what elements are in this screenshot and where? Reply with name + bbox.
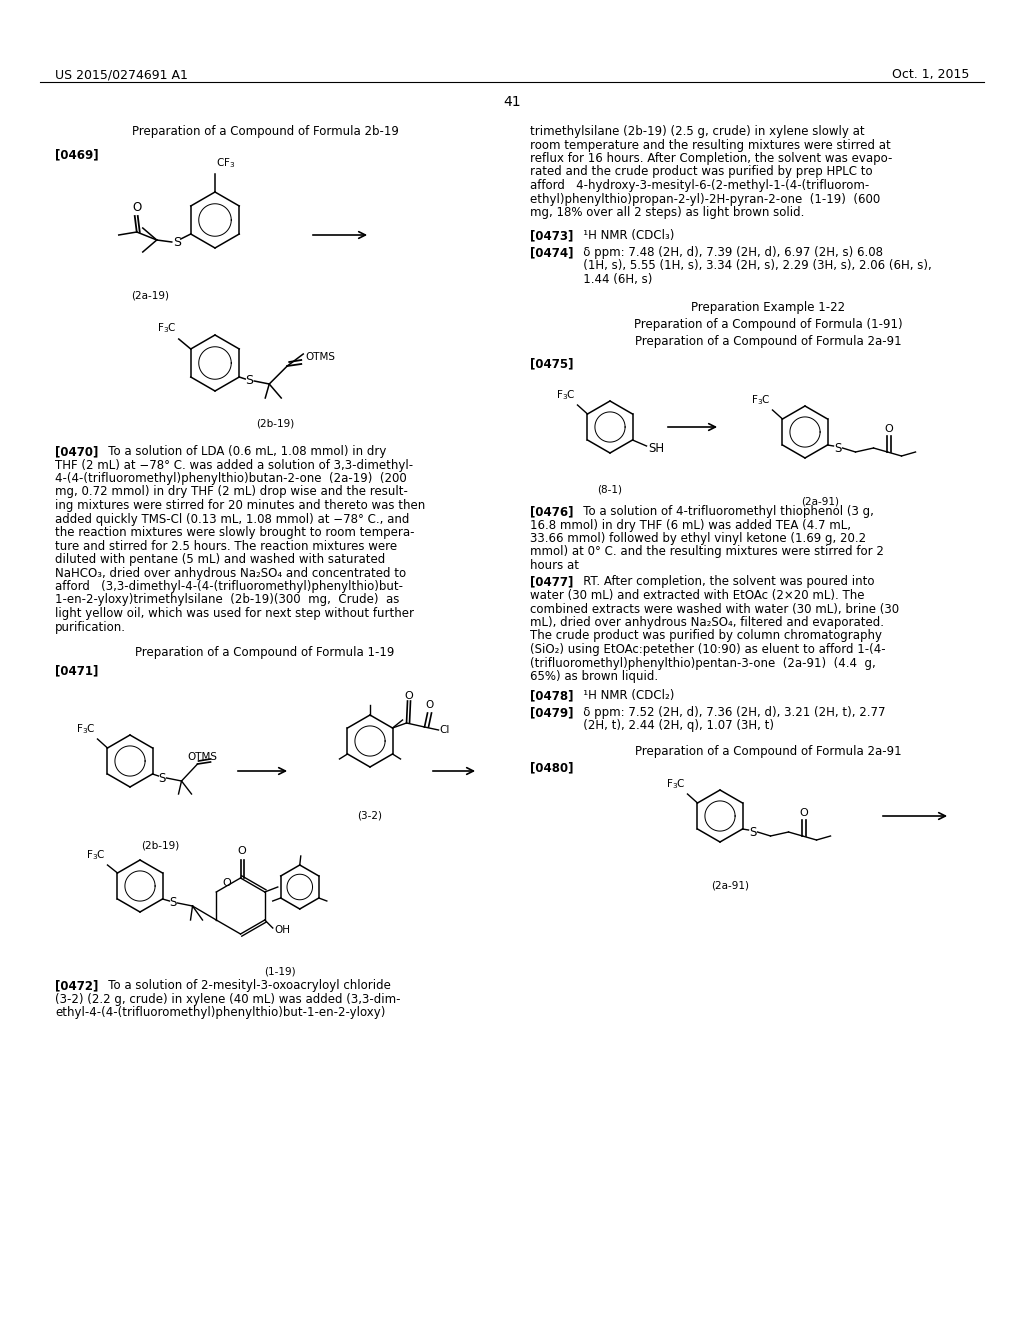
Text: afford   4-hydroxy-3-mesityl-6-(2-methyl-1-(4-(trifluorom-: afford 4-hydroxy-3-mesityl-6-(2-methyl-1… [530, 180, 869, 191]
Text: OTMS: OTMS [187, 752, 217, 762]
Text: CF$_3$: CF$_3$ [216, 156, 236, 170]
Text: The crude product was purified by column chromatography: The crude product was purified by column… [530, 630, 882, 643]
Text: [0469]: [0469] [55, 148, 98, 161]
Text: Preparation of a Compound of Formula 1-19: Preparation of a Compound of Formula 1-1… [135, 645, 394, 659]
Text: F$_3$C: F$_3$C [76, 722, 95, 737]
Text: SH: SH [648, 441, 665, 454]
Text: 1.44 (6H, s): 1.44 (6H, s) [572, 273, 652, 286]
Text: S: S [834, 441, 841, 454]
Text: trimethylsilane (2b-19) (2.5 g, crude) in xylene slowly at: trimethylsilane (2b-19) (2.5 g, crude) i… [530, 125, 864, 139]
Text: [0478]: [0478] [530, 689, 573, 702]
Text: 65%) as brown liquid.: 65%) as brown liquid. [530, 671, 658, 682]
Text: (1-19): (1-19) [264, 966, 296, 975]
Text: Preparation of a Compound of Formula (1-91): Preparation of a Compound of Formula (1-… [634, 318, 902, 331]
Text: 41: 41 [503, 95, 521, 110]
Text: purification.: purification. [55, 620, 126, 634]
Text: [0475]: [0475] [530, 356, 573, 370]
Text: NaHCO₃, dried over anhydrous Na₂SO₄ and concentrated to: NaHCO₃, dried over anhydrous Na₂SO₄ and … [55, 566, 407, 579]
Text: O: O [404, 690, 413, 701]
Text: δ ppm: 7.52 (2H, d), 7.36 (2H, d), 3.21 (2H, t), 2.77: δ ppm: 7.52 (2H, d), 7.36 (2H, d), 3.21 … [572, 706, 886, 719]
Text: Preparation Example 1-22: Preparation Example 1-22 [691, 301, 845, 314]
Text: added quickly TMS-Cl (0.13 mL, 1.08 mmol) at −78° C., and: added quickly TMS-Cl (0.13 mL, 1.08 mmol… [55, 512, 410, 525]
Text: (3-2): (3-2) [357, 810, 383, 821]
Text: (2a-91): (2a-91) [711, 880, 749, 891]
Text: F$_3$C: F$_3$C [556, 388, 575, 403]
Text: (2b-19): (2b-19) [141, 841, 179, 851]
Text: O: O [132, 201, 141, 214]
Text: [0479]: [0479] [530, 706, 573, 719]
Text: mg, 18% over all 2 steps) as light brown solid.: mg, 18% over all 2 steps) as light brown… [530, 206, 805, 219]
Text: (3-2) (2.2 g, crude) in xylene (40 mL) was added (3,3-dim-: (3-2) (2.2 g, crude) in xylene (40 mL) w… [55, 993, 400, 1006]
Text: S: S [749, 825, 756, 838]
Text: ing mixtures were stirred for 20 minutes and thereto was then: ing mixtures were stirred for 20 minutes… [55, 499, 425, 512]
Text: O: O [222, 878, 230, 888]
Text: combined extracts were washed with water (30 mL), brine (30: combined extracts were washed with water… [530, 602, 899, 615]
Text: (trifluoromethyl)phenylthio)pentan-3-one  (2a-91)  (4.4  g,: (trifluoromethyl)phenylthio)pentan-3-one… [530, 656, 876, 669]
Text: diluted with pentane (5 mL) and washed with saturated: diluted with pentane (5 mL) and washed w… [55, 553, 385, 566]
Text: ethyl)phenylthio)propan-2-yl)-2H-pyran-2-one  (1-19)  (600: ethyl)phenylthio)propan-2-yl)-2H-pyran-2… [530, 193, 881, 206]
Text: reflux for 16 hours. After Completion, the solvent was evapo-: reflux for 16 hours. After Completion, t… [530, 152, 892, 165]
Text: 16.8 mmol) in dry THF (6 mL) was added TEA (4.7 mL,: 16.8 mmol) in dry THF (6 mL) was added T… [530, 519, 851, 532]
Text: Preparation of a Compound of Formula 2b-19: Preparation of a Compound of Formula 2b-… [131, 125, 398, 139]
Text: [0470]: [0470] [55, 445, 98, 458]
Text: mL), dried over anhydrous Na₂SO₄, filtered and evaporated.: mL), dried over anhydrous Na₂SO₄, filter… [530, 616, 884, 630]
Text: F$_3$C: F$_3$C [157, 321, 177, 335]
Text: ¹H NMR (CDCl₃): ¹H NMR (CDCl₃) [572, 230, 675, 243]
Text: (SiO₂) using EtOAc:petether (10:90) as eluent to afford 1-(4-: (SiO₂) using EtOAc:petether (10:90) as e… [530, 643, 886, 656]
Text: room temperature and the resulting mixtures were stirred at: room temperature and the resulting mixtu… [530, 139, 891, 152]
Text: O: O [426, 700, 434, 710]
Text: (2a-91): (2a-91) [801, 498, 839, 507]
Text: F$_3$C: F$_3$C [751, 393, 770, 407]
Text: S: S [246, 375, 253, 388]
Text: S: S [169, 896, 176, 909]
Text: afford   (3,3-dimethyl-4-(4-(trifluoromethyl)phenylthio)but-: afford (3,3-dimethyl-4-(4-(trifluorometh… [55, 579, 403, 593]
Text: To a solution of LDA (0.6 mL, 1.08 mmol) in dry: To a solution of LDA (0.6 mL, 1.08 mmol)… [97, 445, 386, 458]
Text: Oct. 1, 2015: Oct. 1, 2015 [892, 69, 969, 81]
Text: O: O [884, 424, 893, 434]
Text: hours at: hours at [530, 558, 579, 572]
Text: Preparation of a Compound of Formula 2a-91: Preparation of a Compound of Formula 2a-… [635, 744, 901, 758]
Text: Cl: Cl [439, 725, 450, 735]
Text: ¹H NMR (CDCl₂): ¹H NMR (CDCl₂) [572, 689, 675, 702]
Text: ethyl-4-(4-(trifluoromethyl)phenylthio)but-1-en-2-yloxy): ethyl-4-(4-(trifluoromethyl)phenylthio)b… [55, 1006, 385, 1019]
Text: Preparation of a Compound of Formula 2a-91: Preparation of a Compound of Formula 2a-… [635, 335, 901, 348]
Text: mmol) at 0° C. and the resulting mixtures were stirred for 2: mmol) at 0° C. and the resulting mixture… [530, 545, 884, 558]
Text: THF (2 mL) at −78° C. was added a solution of 3,3-dimethyl-: THF (2 mL) at −78° C. was added a soluti… [55, 458, 413, 471]
Text: [0480]: [0480] [530, 762, 573, 774]
Text: F$_3$C: F$_3$C [666, 777, 685, 791]
Text: (1H, s), 5.55 (1H, s), 3.34 (2H, s), 2.29 (3H, s), 2.06 (6H, s),: (1H, s), 5.55 (1H, s), 3.34 (2H, s), 2.2… [572, 260, 932, 272]
Text: OH: OH [274, 925, 291, 935]
Text: S: S [173, 235, 181, 248]
Text: δ ppm: 7.48 (2H, d), 7.39 (2H, d), 6.97 (2H, s) 6.08: δ ppm: 7.48 (2H, d), 7.39 (2H, d), 6.97 … [572, 246, 883, 259]
Text: ture and stirred for 2.5 hours. The reaction mixtures were: ture and stirred for 2.5 hours. The reac… [55, 540, 397, 553]
Text: [0471]: [0471] [55, 664, 98, 677]
Text: 1-en-2-yloxy)trimethylsilane  (2b-19)(300  mg,  Crude)  as: 1-en-2-yloxy)trimethylsilane (2b-19)(300… [55, 594, 399, 606]
Text: light yellow oil, which was used for next step without further: light yellow oil, which was used for nex… [55, 607, 414, 620]
Text: [0473]: [0473] [530, 230, 573, 243]
Text: F$_3$C: F$_3$C [86, 849, 105, 862]
Text: To a solution of 2-mesityl-3-oxoacryloyl chloride: To a solution of 2-mesityl-3-oxoacryloyl… [97, 979, 391, 993]
Text: 33.66 mmol) followed by ethyl vinyl ketone (1.69 g, 20.2: 33.66 mmol) followed by ethyl vinyl keto… [530, 532, 866, 545]
Text: 4-(4-(trifluoromethyl)phenylthio)butan-2-one  (2a-19)  (200: 4-(4-(trifluoromethyl)phenylthio)butan-2… [55, 473, 407, 484]
Text: the reaction mixtures were slowly brought to room tempera-: the reaction mixtures were slowly brough… [55, 525, 415, 539]
Text: O: O [799, 808, 808, 818]
Text: RT. After completion, the solvent was poured into: RT. After completion, the solvent was po… [572, 576, 874, 589]
Text: [0477]: [0477] [530, 576, 573, 589]
Text: To a solution of 4-trifluoromethyl thiophenol (3 g,: To a solution of 4-trifluoromethyl thiop… [572, 506, 873, 517]
Text: [0474]: [0474] [530, 246, 573, 259]
Text: [0476]: [0476] [530, 506, 573, 517]
Text: (8-1): (8-1) [597, 484, 623, 495]
Text: O: O [238, 846, 246, 855]
Text: rated and the crude product was purified by prep HPLC to: rated and the crude product was purified… [530, 165, 872, 178]
Text: mg, 0.72 mmol) in dry THF (2 mL) drop wise and the result-: mg, 0.72 mmol) in dry THF (2 mL) drop wi… [55, 486, 408, 499]
Text: OTMS: OTMS [305, 352, 335, 362]
Text: [0472]: [0472] [55, 979, 98, 993]
Text: water (30 mL) and extracted with EtOAc (2×20 mL). The: water (30 mL) and extracted with EtOAc (… [530, 589, 864, 602]
Text: US 2015/0274691 A1: US 2015/0274691 A1 [55, 69, 187, 81]
Text: (2b-19): (2b-19) [256, 418, 294, 428]
Text: S: S [158, 771, 165, 784]
Text: (2H, t), 2.44 (2H, q), 1.07 (3H, t): (2H, t), 2.44 (2H, q), 1.07 (3H, t) [572, 719, 774, 733]
Text: (2a-19): (2a-19) [131, 290, 169, 300]
